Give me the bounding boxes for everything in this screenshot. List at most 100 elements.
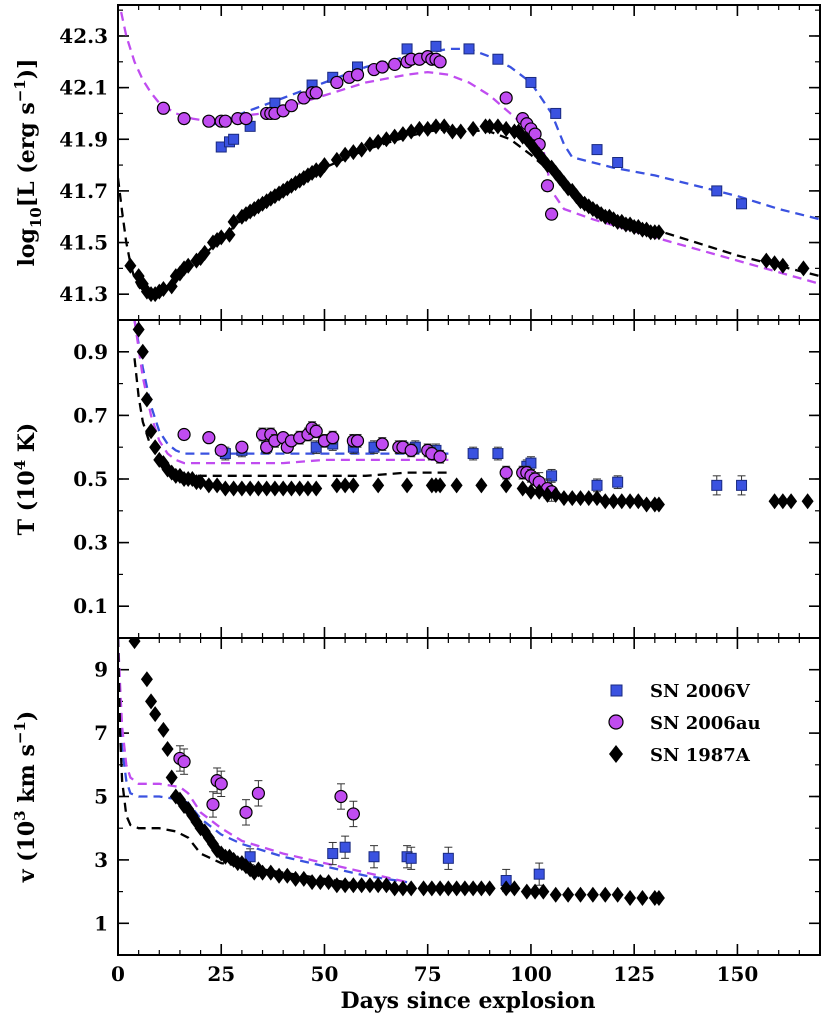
data-point-sn2006v (339, 841, 351, 853)
data-point-sn2006au (375, 437, 389, 451)
data-point-sn2006v (591, 144, 603, 156)
x-tick-label: 150 (717, 962, 759, 986)
legend-label-sn1987a: SN 1987A (650, 745, 751, 766)
data-point-sn1987a (529, 883, 542, 900)
data-point-sn2006au (251, 786, 265, 800)
model-curve-sn-1987a-model (133, 358, 449, 477)
data-point-sn1987a (347, 144, 360, 161)
model-curve-sn-1987a-model (118, 127, 820, 296)
y-axis-title: v (103 km s−1) (11, 711, 40, 884)
data-point-sn1987a (438, 118, 451, 135)
data-point-sn1987a (450, 880, 463, 897)
data-point-sn1987a (413, 120, 426, 137)
data-point-sn1987a (434, 880, 447, 897)
data-point-sn1987a (252, 480, 265, 497)
data-point-sn2006v (492, 448, 504, 460)
data-point-sn1987a (244, 480, 257, 497)
data-point-sn1987a (797, 260, 810, 277)
x-tick-label: 75 (414, 962, 442, 986)
data-point-sn1987a (347, 477, 360, 494)
legend: SN 2006V SN 2006au SN 1987A (608, 681, 761, 766)
y-title-superscript: −1 (11, 79, 29, 102)
data-point-sn2006v (463, 43, 475, 55)
data-point-sn2006au (177, 427, 191, 442)
data-point-sn1987a (624, 493, 637, 510)
y-tick-label: 41.9 (59, 127, 108, 151)
data-point-sn1987a (785, 493, 798, 510)
data-point-sn2006au (214, 443, 228, 457)
data-point-sn1987a (301, 480, 314, 497)
data-point-sn2006au (284, 99, 299, 113)
data-point-sn2006au (326, 431, 340, 445)
data-point-sn2006au (202, 114, 216, 128)
data-point-sn1987a (268, 480, 281, 497)
data-point-sn1987a (223, 226, 236, 243)
y-title-superscript: −1 (11, 721, 29, 744)
data-point-sn2006v (736, 198, 748, 210)
data-point-sn2006v (591, 479, 603, 491)
data-point-sn1987a (161, 740, 174, 757)
data-point-sn2006au (239, 805, 253, 819)
data-point-sn2006au (433, 450, 447, 464)
data-point-sn2006au (309, 86, 323, 100)
data-point-sn1987a (566, 490, 579, 507)
data-point-sn1987a (140, 391, 153, 408)
data-point-sn1987a (615, 493, 628, 510)
data-point-sn1987a (165, 769, 178, 786)
data-point-sn2006v (401, 43, 413, 55)
data-point-sn1987a (801, 493, 814, 510)
data-point-sn2006au (202, 431, 216, 445)
data-point-sn2006au (177, 755, 191, 769)
data-point-sn2006v (327, 848, 339, 860)
data-point-sn1987a (405, 880, 418, 897)
data-point-sn1987a (363, 877, 376, 894)
data-point-sn1987a (380, 131, 393, 148)
y-tick-label: 3 (94, 848, 108, 872)
data-point-sn1987a (355, 141, 368, 158)
data-point-sn1987a (277, 480, 290, 497)
data-point-sn1987a (537, 883, 550, 900)
data-point-sn1987a (330, 151, 343, 168)
data-point-sn1987a (421, 120, 434, 137)
data-point-sn1987a (582, 490, 595, 507)
data-point-sn2006v (442, 852, 454, 864)
data-point-sn2006au (433, 55, 447, 69)
data-point-sn1987a (483, 880, 496, 897)
plot-area-velocity (118, 638, 665, 906)
data-point-sn1987a (624, 889, 637, 906)
y-tick-label: 9 (94, 658, 108, 682)
legend-label-sn2006au: SN 2006au (650, 713, 761, 734)
data-point-sn1987a (483, 118, 496, 135)
data-point-sn1987a (599, 493, 612, 510)
data-point-sn1987a (776, 257, 789, 274)
data-point-sn2006au (334, 789, 348, 804)
data-point-sn1987a (248, 200, 261, 217)
x-tick-label: 125 (613, 962, 655, 986)
data-point-sn2006au (346, 807, 360, 821)
data-point-sn1987a (372, 133, 385, 150)
data-point-sn1987a (314, 874, 327, 891)
data-point-sn1987a (652, 224, 665, 241)
legend-marker-sn2006v (610, 684, 623, 697)
data-point-sn2006au (235, 440, 249, 454)
data-point-sn1987a (372, 477, 385, 494)
data-point-sn2006v (430, 40, 442, 52)
data-point-sn2006au (309, 424, 323, 438)
y-tick-label: 0.5 (73, 467, 108, 491)
model-curve-sn-2006au-model (118, 5, 820, 286)
data-point-sn1987a (248, 864, 261, 881)
data-point-sn1987a (132, 321, 145, 338)
y-tick-label: 7 (94, 721, 108, 745)
data-point-sn1987a (467, 880, 480, 897)
data-point-sn2006au (214, 777, 228, 791)
data-point-sn1987a (417, 880, 430, 897)
data-point-sn1987a (434, 477, 447, 494)
data-point-sn2006au (330, 75, 344, 90)
data-point-sn1987a (198, 244, 211, 261)
x-tick-label: 50 (311, 962, 339, 986)
data-point-sn2006v (550, 107, 562, 119)
data-point-sn2006v (405, 852, 417, 864)
data-point-sn1987a (652, 496, 665, 513)
